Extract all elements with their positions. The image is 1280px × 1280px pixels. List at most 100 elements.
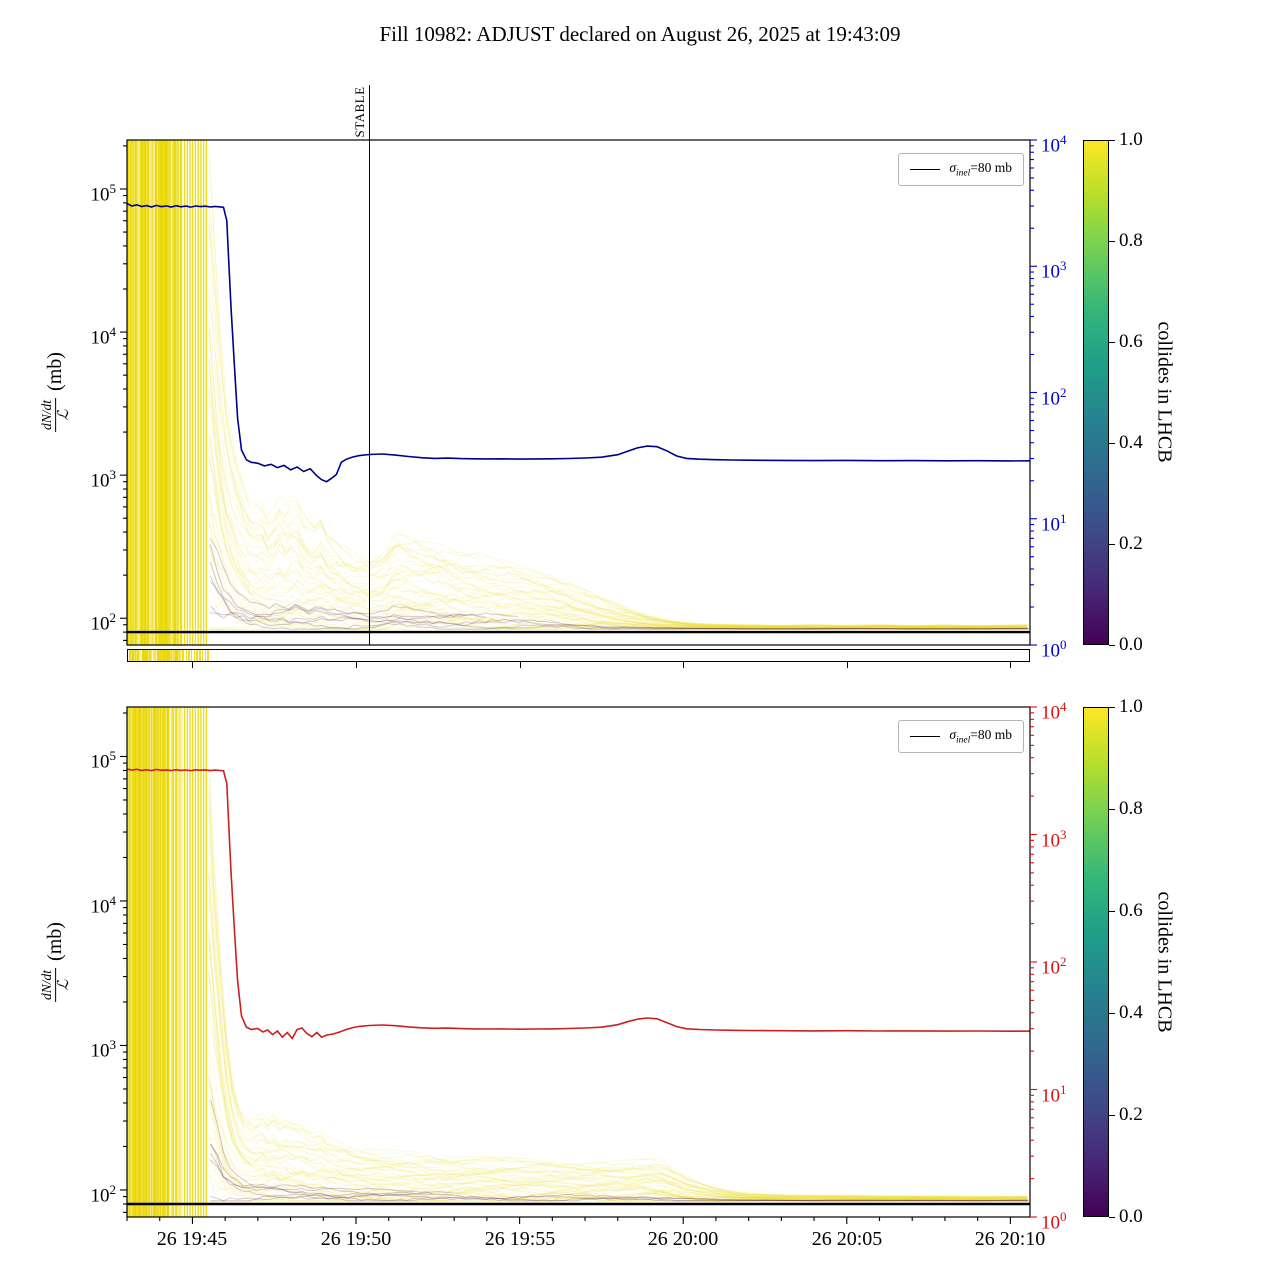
legend-label: σinel=80 mb [949, 160, 1012, 179]
bunch-strip-line [145, 650, 149, 661]
bunch-strip-line [185, 650, 187, 661]
y-tick-label: 102 [90, 1182, 117, 1207]
strip-tick [1010, 662, 1012, 668]
y-tick-label: 105 [90, 748, 117, 773]
bunch-strip-line [188, 650, 190, 661]
bunch-strip-line [171, 650, 173, 661]
colorbar-tick [1109, 1216, 1115, 1218]
bunch-strip-line [179, 650, 182, 661]
sigma-line-sample [910, 168, 941, 170]
fraction-denominator: ℒ [55, 979, 72, 991]
bunch-strip-line [153, 650, 156, 661]
bunch-strip-line [175, 650, 179, 661]
colorbar-tick-label: 0.2 [1119, 1104, 1143, 1125]
plot-top [120, 139, 1037, 646]
right-tick-label: 101 [1041, 511, 1067, 536]
bunch-strip-line [147, 650, 149, 661]
bunch-burst-lines [127, 140, 208, 645]
bunch-strip-line [167, 650, 169, 661]
bunch-strip-line [179, 650, 182, 661]
bunch-strip-line [135, 650, 138, 661]
total-rate-line [127, 768, 1030, 1040]
right-tick-label: 101 [1041, 1082, 1067, 1107]
bunch-spaghetti-lines [208, 755, 1029, 1202]
fraction-numerator: dN/dt [39, 397, 56, 432]
x-tick-label: 26 20:00 [647, 1228, 719, 1250]
bunch-strip-line [145, 650, 149, 661]
y-tick-label: 105 [90, 181, 117, 206]
rate-over-lumi-fraction: dN/dt ℒ [39, 397, 73, 432]
bunch-strip-line [142, 650, 145, 661]
colorbar-tick [1109, 644, 1115, 646]
x-tick-label: 26 20:10 [974, 1228, 1046, 1250]
bunch-strip-line [159, 650, 162, 661]
bunch-strip-line [170, 650, 173, 661]
y-tick-label: 104 [90, 893, 117, 918]
bunch-strip-line [179, 650, 181, 661]
bunch-strip-line [193, 650, 196, 661]
stable-line [369, 85, 371, 645]
bunch-strip-line [201, 650, 204, 661]
right-axis-ticks [1030, 706, 1037, 1218]
right-axis-ticks [1030, 139, 1037, 646]
y-tick-label: 104 [90, 324, 117, 349]
bunch-strip-line [159, 650, 161, 661]
bunch-strip-line [145, 650, 149, 661]
fraction-denominator: ℒ [55, 409, 72, 421]
bunch-strip-line [151, 650, 153, 661]
bunch-strip-line [175, 650, 178, 661]
bunch-strip-line [207, 650, 209, 661]
bunch-strip-line [182, 650, 185, 661]
strip-tick [683, 662, 685, 668]
right-tick-label: 103 [1041, 827, 1067, 852]
bunch-strip-line [163, 650, 166, 661]
colorbar-tick [1109, 139, 1115, 141]
bunch-strip-line [145, 650, 148, 661]
right-tick-label: 100 [1041, 637, 1067, 662]
legend-value: =80 mb [970, 160, 1012, 175]
sigma-symbol: σ [949, 727, 956, 742]
bunch-strip-line [166, 650, 169, 661]
strip-tick [192, 662, 194, 668]
bunch-strip-line [160, 650, 162, 661]
sigma-subscript: inel [956, 168, 971, 179]
axis-ticks [120, 712, 1011, 1224]
bunch-strip-line [132, 650, 135, 661]
plot-area [127, 140, 1030, 645]
bunch-strip-line [152, 650, 155, 661]
strip-tick [519, 662, 521, 668]
colorbar [1083, 140, 1109, 645]
y-axis-label-top: dN/dt ℒ (mb) [39, 352, 73, 432]
bunch-strip-line [129, 650, 132, 661]
colorbar-tick-label: 0.8 [1119, 798, 1143, 819]
colorbar-tick [1109, 240, 1115, 242]
rate-over-lumi-fraction: dN/dt ℒ [39, 967, 73, 1002]
bunch-strip-line [134, 650, 136, 661]
strip-tick [846, 662, 848, 668]
x-tick-label: 26 19:50 [320, 1228, 392, 1250]
bunch-strip-line [199, 650, 201, 661]
colorbar-tick-label: 0.0 [1119, 1206, 1143, 1227]
colorbar-tick-label: 0.6 [1119, 331, 1143, 352]
plot-bottom [120, 706, 1037, 1224]
colorbar-tick [1109, 1114, 1115, 1116]
colorbar-tick-label: 1.0 [1119, 129, 1143, 150]
bunch-strip-line [173, 650, 175, 661]
colorbar-tick [1109, 1012, 1115, 1014]
bunch-strip-line [150, 650, 153, 661]
bunch-strip-line [204, 650, 206, 661]
bunch-strip-line [196, 650, 198, 661]
bunch-strip-line [157, 650, 161, 661]
bunch-strip-line [148, 650, 150, 661]
legend-bottom: σinel=80 mb [898, 720, 1024, 753]
colorbar-tick-label: 0.6 [1119, 900, 1143, 921]
bunch-strip-line [174, 650, 177, 661]
colorbar-tick-label: 0.0 [1119, 634, 1143, 655]
bunch-strip-line [157, 650, 160, 661]
y-axis-unit: (mb) [44, 352, 67, 391]
x-tick-label: 26 19:55 [484, 1228, 556, 1250]
colorbar-tick-label: 0.2 [1119, 533, 1143, 554]
bunch-strip-line [167, 650, 170, 661]
bunch-strip-line [131, 650, 134, 661]
bunch-strip-line [178, 650, 181, 661]
